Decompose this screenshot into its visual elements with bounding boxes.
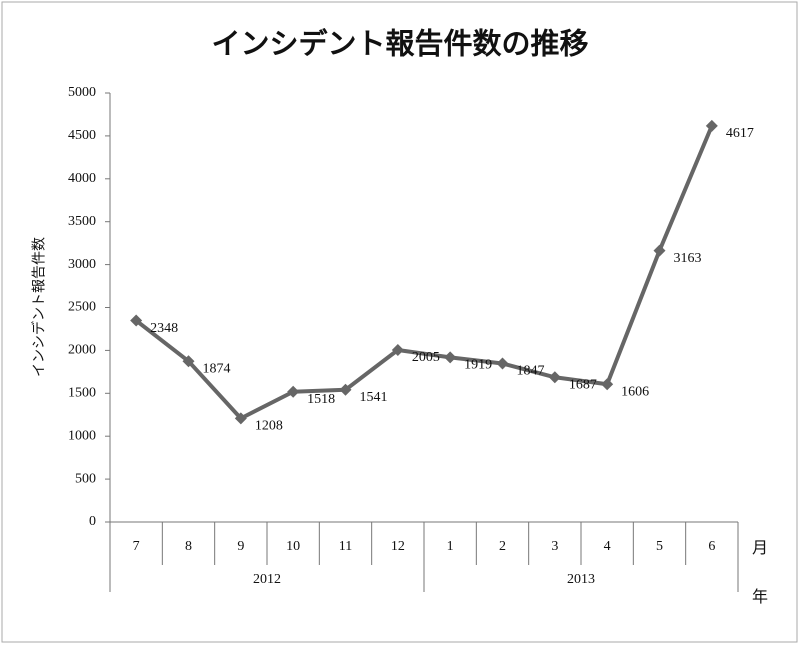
- group-axis-title: 年: [752, 588, 768, 606]
- data-label: 1687: [569, 377, 597, 392]
- data-point: [130, 314, 143, 327]
- data-point: [601, 378, 614, 391]
- data-label: 2005: [412, 350, 440, 365]
- data-point: [548, 371, 561, 384]
- data-point: [653, 244, 666, 257]
- data-label: 1518: [307, 392, 335, 407]
- y-tick-label: 5000: [68, 85, 96, 100]
- y-tick-label: 3000: [68, 257, 96, 272]
- y-axis-title: インシデント報告件数: [31, 237, 47, 377]
- x-tick-label: 8: [185, 539, 192, 554]
- y-tick-label: 4000: [68, 171, 96, 186]
- group-label: 2013: [567, 572, 595, 587]
- x-tick-label: 1: [447, 539, 454, 554]
- y-tick-label: 3500: [68, 214, 96, 229]
- data-label: 1606: [621, 384, 649, 399]
- group-label: 2012: [253, 572, 281, 587]
- y-tick-label: 500: [75, 471, 96, 486]
- data-label: 1208: [255, 419, 283, 434]
- x-axis-title: 月: [752, 540, 768, 557]
- data-label: 1919: [464, 358, 492, 373]
- data-label: 4617: [726, 126, 754, 141]
- x-tick-label: 6: [708, 539, 715, 554]
- x-tick-label: 11: [339, 539, 352, 554]
- x-tick-label: 2: [499, 539, 506, 554]
- x-tick-label: 3: [551, 539, 558, 554]
- data-label: 1541: [360, 390, 388, 405]
- data-point: [444, 351, 457, 364]
- y-tick-label: 0: [89, 514, 96, 529]
- y-tick-label: 4500: [68, 128, 96, 143]
- data-point: [287, 385, 300, 398]
- x-tick-label: 7: [133, 539, 140, 554]
- chart-title: インシデント報告件数の推移: [211, 27, 588, 61]
- data-label: 3163: [674, 251, 702, 266]
- data-label: 1847: [517, 364, 545, 379]
- data-point: [391, 343, 404, 356]
- x-tick-label: 9: [237, 539, 244, 554]
- data-label: 1874: [203, 361, 231, 376]
- data-point: [496, 357, 509, 370]
- data-point: [705, 119, 718, 132]
- x-tick-label: 5: [656, 539, 663, 554]
- data-line: [134, 125, 714, 421]
- data-label: 2348: [150, 321, 178, 336]
- x-tick-label: 10: [286, 539, 300, 554]
- data-point: [182, 355, 195, 368]
- y-tick-label: 1500: [68, 386, 96, 401]
- y-tick-label: 1000: [68, 428, 96, 443]
- x-tick-label: 4: [604, 539, 611, 554]
- data-point: [234, 412, 247, 425]
- data-point: [339, 383, 352, 396]
- x-tick-label: 12: [391, 539, 405, 554]
- y-tick-label: 2500: [68, 300, 96, 315]
- y-tick-label: 2000: [68, 343, 96, 358]
